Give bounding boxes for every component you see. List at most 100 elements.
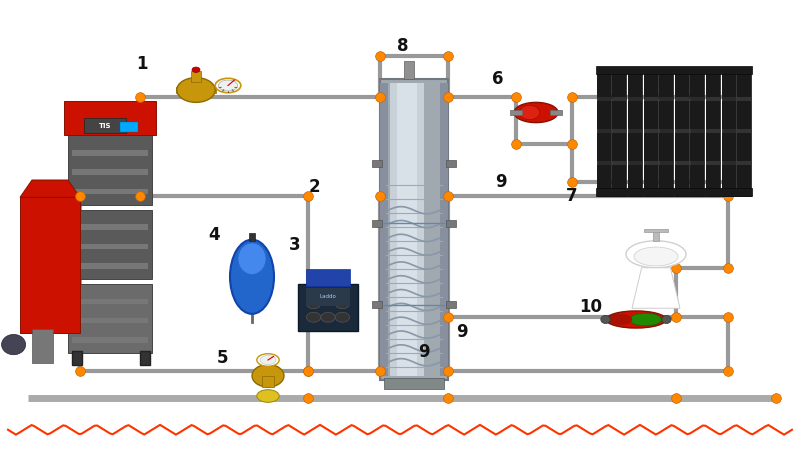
Bar xyxy=(397,83,418,376)
Bar xyxy=(306,288,350,306)
Bar xyxy=(643,133,658,162)
Ellipse shape xyxy=(608,315,632,324)
Bar xyxy=(596,66,752,74)
Ellipse shape xyxy=(177,77,215,103)
Text: TIS: TIS xyxy=(98,122,111,129)
Bar xyxy=(64,101,156,135)
Bar xyxy=(738,68,751,196)
Bar xyxy=(550,110,562,115)
Bar xyxy=(446,160,456,167)
Text: 7: 7 xyxy=(566,187,578,205)
Polygon shape xyxy=(20,180,80,197)
Ellipse shape xyxy=(306,312,321,322)
Ellipse shape xyxy=(306,299,321,309)
Text: 9: 9 xyxy=(457,323,468,341)
Ellipse shape xyxy=(634,247,678,266)
Bar xyxy=(390,83,424,376)
Bar xyxy=(446,302,456,309)
Bar xyxy=(597,133,611,162)
Bar xyxy=(120,122,138,132)
Ellipse shape xyxy=(238,243,266,274)
Bar xyxy=(628,133,642,162)
Text: Laddo: Laddo xyxy=(319,294,337,300)
Bar xyxy=(249,233,255,241)
Bar xyxy=(446,220,456,227)
Bar xyxy=(690,133,704,162)
Ellipse shape xyxy=(335,299,350,309)
Text: 9: 9 xyxy=(418,343,430,361)
Bar xyxy=(722,68,736,196)
Text: 5: 5 xyxy=(217,349,228,367)
Bar xyxy=(675,165,689,194)
Bar xyxy=(706,133,720,162)
Bar xyxy=(613,101,626,130)
Bar xyxy=(722,101,736,130)
Text: 9: 9 xyxy=(495,173,506,191)
Bar xyxy=(613,68,626,196)
Bar xyxy=(372,220,382,227)
Bar xyxy=(440,83,448,376)
Ellipse shape xyxy=(215,78,241,93)
Bar xyxy=(706,68,720,196)
Text: 3: 3 xyxy=(289,236,300,254)
Bar xyxy=(597,165,611,194)
Bar xyxy=(722,165,736,194)
Bar xyxy=(262,376,274,387)
Bar xyxy=(404,61,414,79)
Ellipse shape xyxy=(514,103,558,122)
Bar xyxy=(643,68,658,196)
Bar xyxy=(628,68,642,196)
Ellipse shape xyxy=(662,315,671,324)
Bar xyxy=(659,101,673,130)
Ellipse shape xyxy=(601,315,610,324)
Bar xyxy=(706,165,720,194)
Bar xyxy=(659,165,673,194)
Bar xyxy=(380,79,448,380)
Bar xyxy=(20,197,80,333)
Bar xyxy=(690,69,704,97)
Bar xyxy=(372,160,382,167)
Text: 10: 10 xyxy=(579,298,602,316)
Ellipse shape xyxy=(321,312,335,322)
Bar xyxy=(706,101,720,130)
Bar xyxy=(32,328,53,363)
Bar xyxy=(659,133,673,162)
Ellipse shape xyxy=(606,311,666,328)
Bar xyxy=(675,133,689,162)
Ellipse shape xyxy=(260,356,276,364)
Ellipse shape xyxy=(520,105,539,120)
Ellipse shape xyxy=(630,313,662,326)
Bar xyxy=(644,229,668,232)
Bar xyxy=(72,243,148,249)
Ellipse shape xyxy=(257,390,279,402)
Ellipse shape xyxy=(2,334,26,355)
Ellipse shape xyxy=(257,354,279,366)
Bar xyxy=(597,68,611,196)
Ellipse shape xyxy=(218,80,238,91)
Bar xyxy=(72,169,148,175)
Bar xyxy=(68,210,152,279)
Text: 4: 4 xyxy=(208,226,219,244)
Bar xyxy=(191,71,201,82)
Bar xyxy=(72,318,148,324)
Text: 6: 6 xyxy=(492,70,503,88)
Bar xyxy=(659,68,673,196)
Bar xyxy=(372,302,382,309)
Bar xyxy=(384,378,444,389)
Bar xyxy=(690,68,704,196)
Bar xyxy=(613,133,626,162)
Bar xyxy=(643,69,658,97)
Bar xyxy=(643,165,658,194)
Bar xyxy=(738,69,751,97)
Bar xyxy=(298,284,358,331)
Text: 1: 1 xyxy=(137,55,148,73)
Ellipse shape xyxy=(230,239,274,314)
Ellipse shape xyxy=(335,312,350,322)
Bar xyxy=(84,118,126,133)
Bar xyxy=(72,298,148,304)
Bar xyxy=(68,284,152,353)
Bar xyxy=(675,101,689,130)
Polygon shape xyxy=(632,268,680,308)
Bar xyxy=(675,69,689,97)
Bar xyxy=(613,165,626,194)
